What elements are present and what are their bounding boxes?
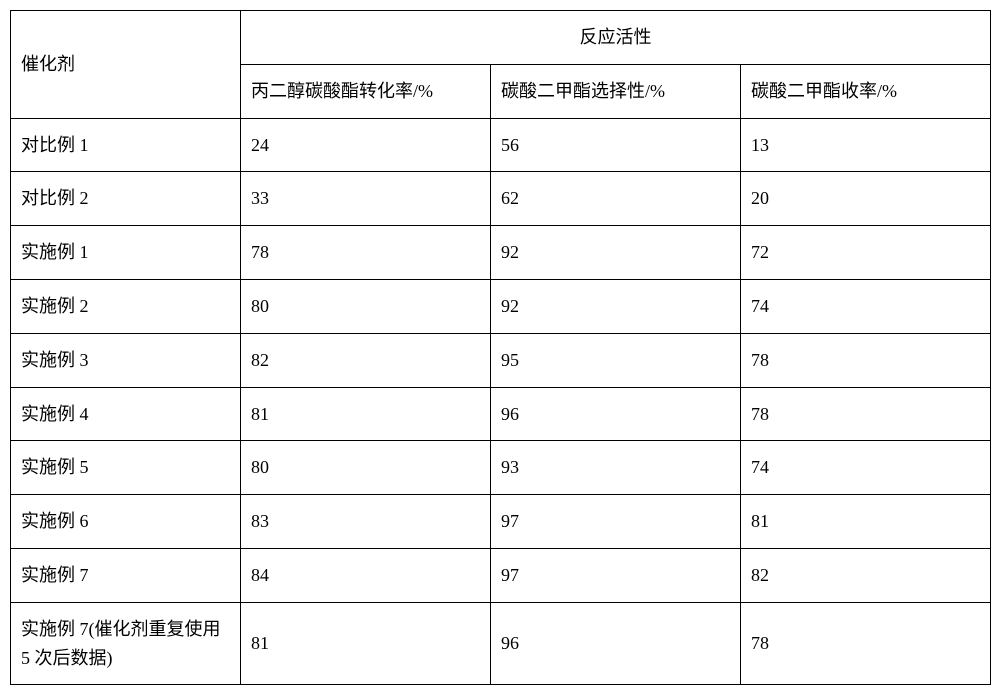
cell-conversion: 83 [241, 495, 491, 549]
cell-conversion: 33 [241, 172, 491, 226]
row-label: 实施例 4 [11, 387, 241, 441]
cell-conversion: 81 [241, 387, 491, 441]
cell-conversion: 78 [241, 226, 491, 280]
subheader-conversion: 丙二醇碳酸酯转化率/% [241, 64, 491, 118]
table-row: 实施例 3 82 95 78 [11, 333, 991, 387]
row-label: 对比例 1 [11, 118, 241, 172]
cell-conversion: 81 [241, 602, 491, 685]
catalyst-activity-table: 催化剂 反应活性 丙二醇碳酸酯转化率/% 碳酸二甲酯选择性/% 碳酸二甲酯收率/… [10, 10, 991, 685]
cell-yield: 82 [741, 548, 991, 602]
cell-selectivity: 62 [491, 172, 741, 226]
cell-selectivity: 93 [491, 441, 741, 495]
cell-yield: 72 [741, 226, 991, 280]
cell-yield: 81 [741, 495, 991, 549]
table-row: 实施例 5 80 93 74 [11, 441, 991, 495]
table-row: 对比例 2 33 62 20 [11, 172, 991, 226]
cell-conversion: 80 [241, 279, 491, 333]
cell-conversion: 24 [241, 118, 491, 172]
table-row: 对比例 1 24 56 13 [11, 118, 991, 172]
subheader-selectivity: 碳酸二甲酯选择性/% [491, 64, 741, 118]
row-label: 实施例 6 [11, 495, 241, 549]
cell-selectivity: 95 [491, 333, 741, 387]
cell-conversion: 84 [241, 548, 491, 602]
cell-conversion: 82 [241, 333, 491, 387]
row-label: 实施例 1 [11, 226, 241, 280]
cell-selectivity: 97 [491, 548, 741, 602]
cell-yield: 74 [741, 441, 991, 495]
cell-yield: 78 [741, 333, 991, 387]
table-row: 实施例 4 81 96 78 [11, 387, 991, 441]
cell-yield: 78 [741, 387, 991, 441]
table-row: 实施例 7 84 97 82 [11, 548, 991, 602]
cell-conversion: 80 [241, 441, 491, 495]
cell-selectivity: 56 [491, 118, 741, 172]
cell-selectivity: 92 [491, 279, 741, 333]
cell-yield: 20 [741, 172, 991, 226]
cell-yield: 74 [741, 279, 991, 333]
table-row: 实施例 1 78 92 72 [11, 226, 991, 280]
row-label: 实施例 2 [11, 279, 241, 333]
table-row: 实施例 6 83 97 81 [11, 495, 991, 549]
cell-selectivity: 97 [491, 495, 741, 549]
row-label: 实施例 5 [11, 441, 241, 495]
row-label: 实施例 3 [11, 333, 241, 387]
cell-selectivity: 96 [491, 387, 741, 441]
subheader-yield: 碳酸二甲酯收率/% [741, 64, 991, 118]
row-label: 对比例 2 [11, 172, 241, 226]
cell-selectivity: 96 [491, 602, 741, 685]
header-activity-group: 反应活性 [241, 11, 991, 65]
row-label: 实施例 7(催化剂重复使用 5 次后数据) [11, 602, 241, 685]
table-row: 实施例 7(催化剂重复使用 5 次后数据) 81 96 78 [11, 602, 991, 685]
cell-yield: 13 [741, 118, 991, 172]
header-catalyst: 催化剂 [11, 11, 241, 119]
row-label: 实施例 7 [11, 548, 241, 602]
cell-yield: 78 [741, 602, 991, 685]
table-row: 实施例 2 80 92 74 [11, 279, 991, 333]
table-header-row-1: 催化剂 反应活性 [11, 11, 991, 65]
cell-selectivity: 92 [491, 226, 741, 280]
